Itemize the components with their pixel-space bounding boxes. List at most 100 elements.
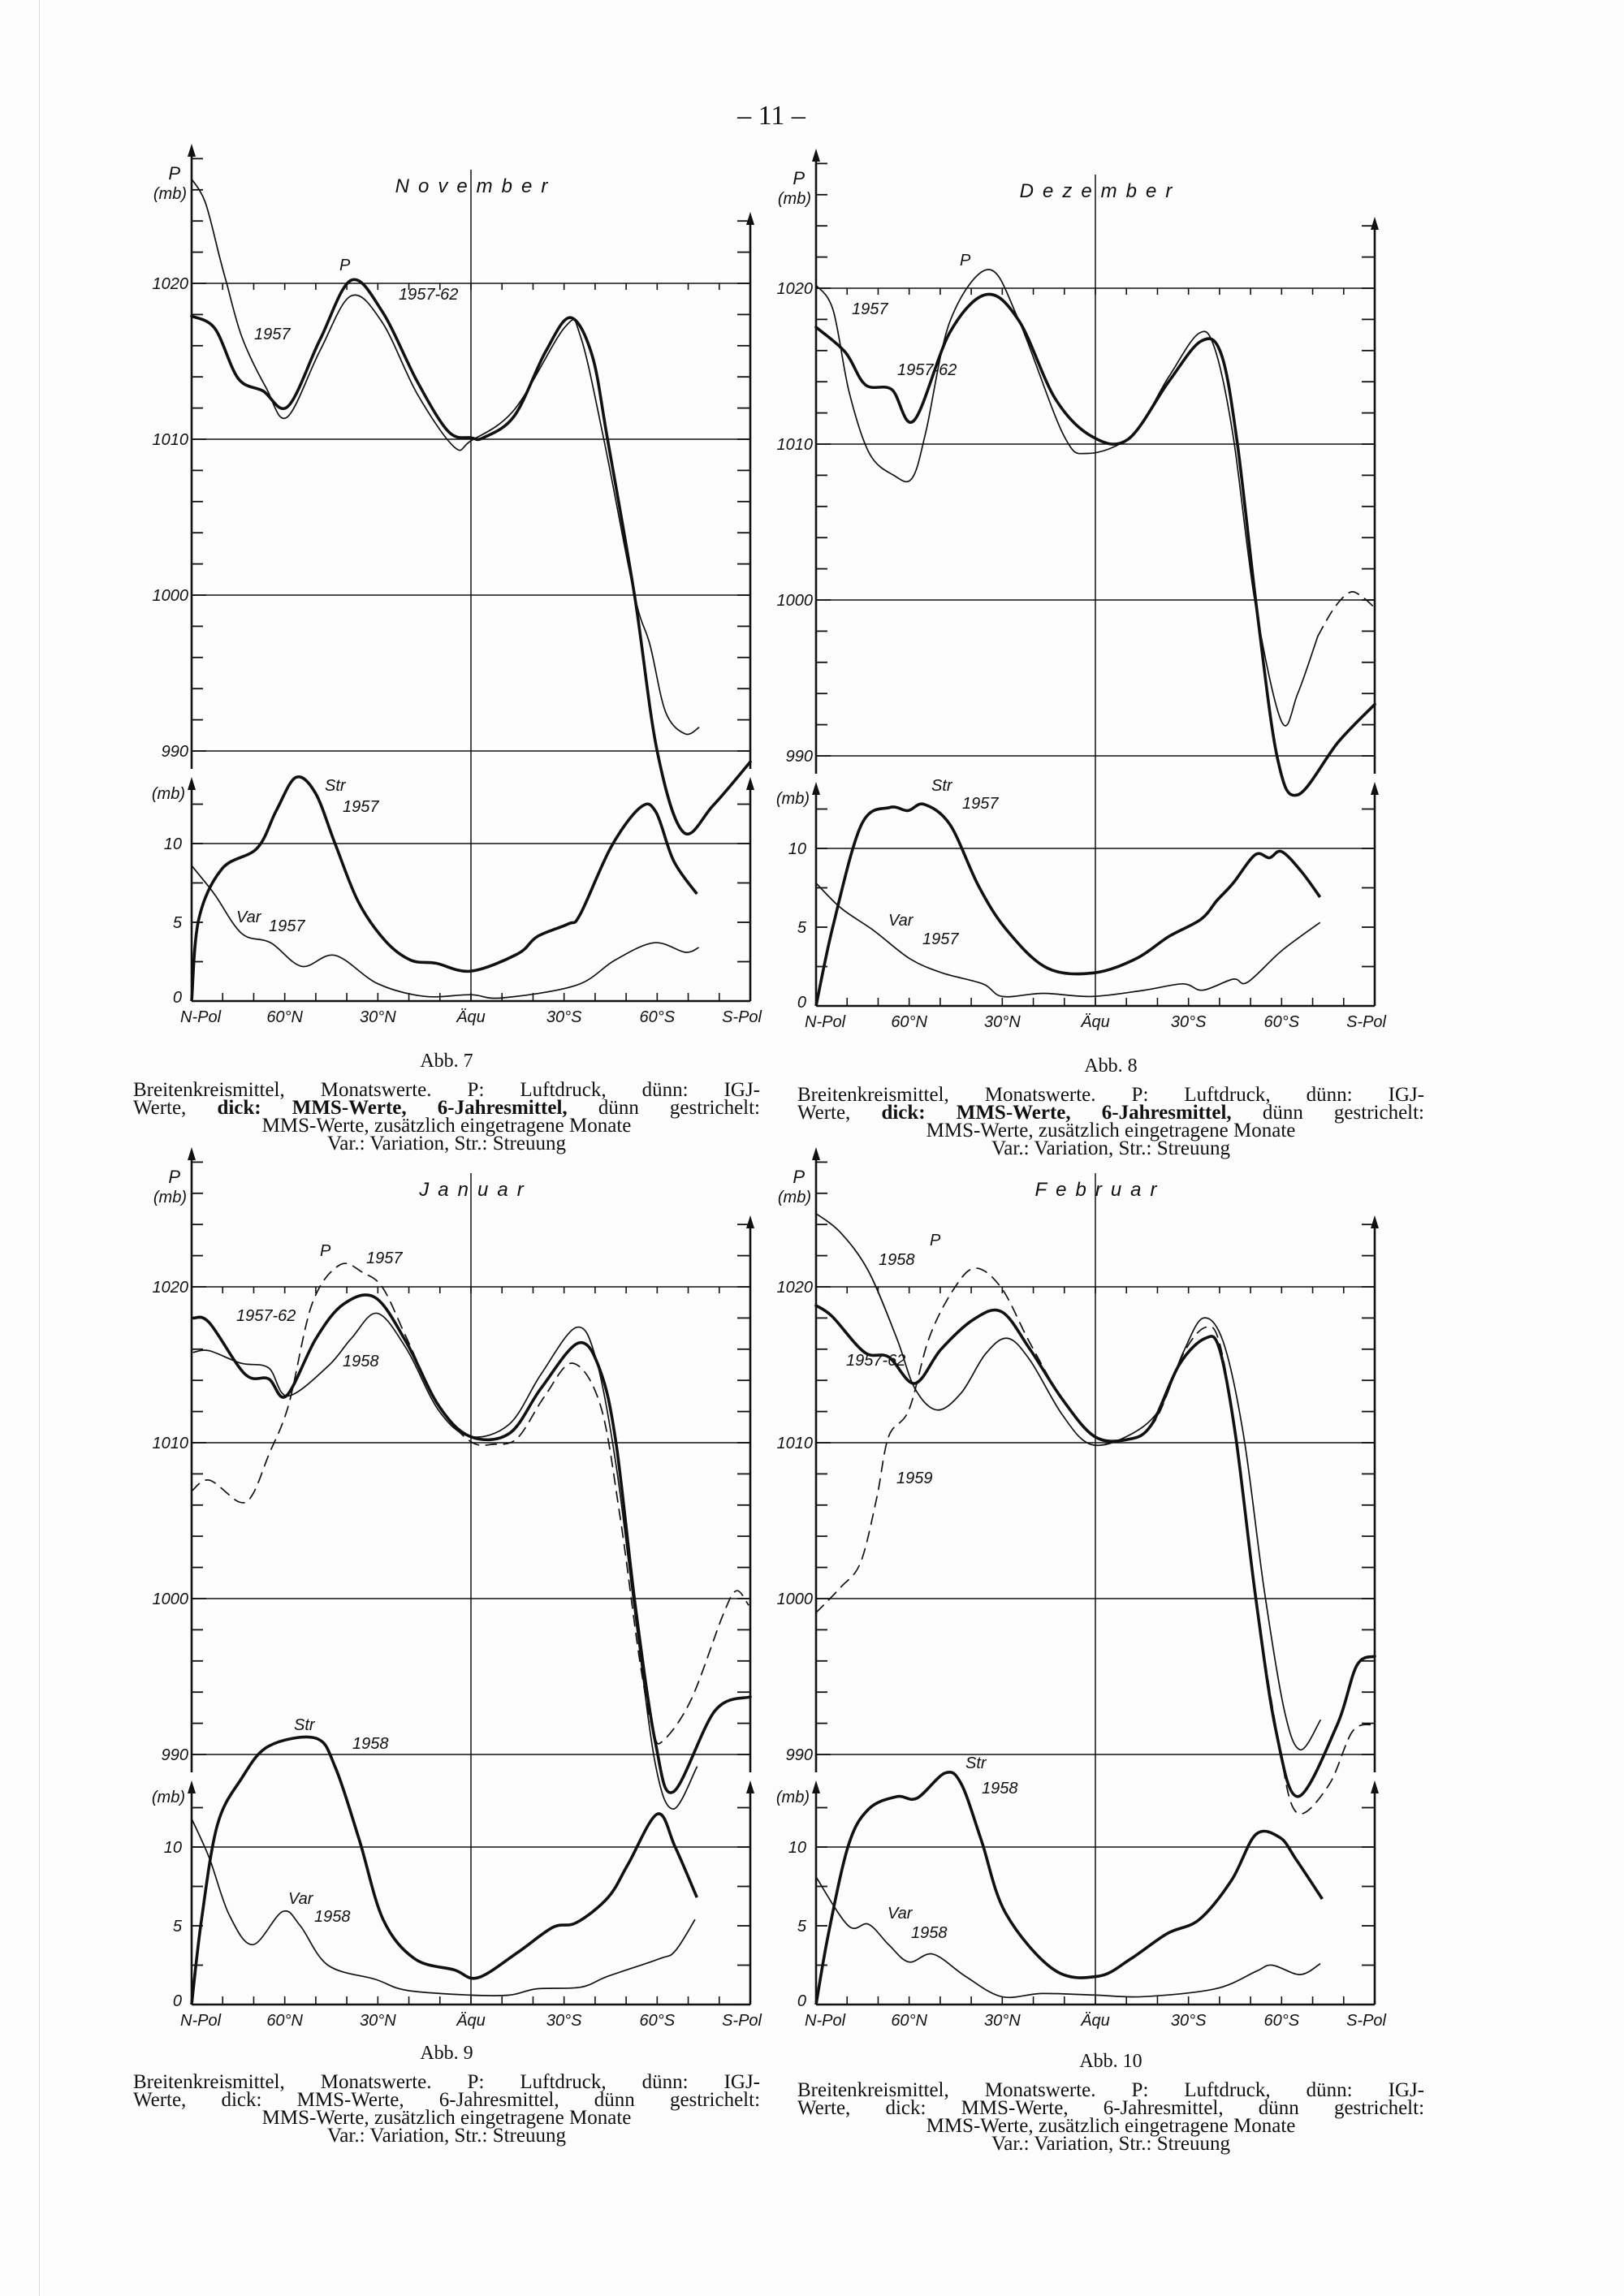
low-tick-label: 10	[164, 835, 182, 853]
curve-label: P	[930, 1232, 941, 1249]
curve-label: Str	[294, 1716, 316, 1734]
x-tick-label: Äqu	[456, 1008, 486, 1026]
pressure-series-dashed	[191, 1262, 749, 1745]
curve-label: 1958	[343, 1353, 379, 1370]
variation-series	[815, 1876, 1321, 1999]
low-tick-label: 10	[788, 840, 806, 858]
curve-label: 1958	[879, 1251, 915, 1269]
axis-arrow-icon	[746, 1215, 754, 1228]
variation-series	[191, 1818, 696, 1997]
low-tick-label: 5	[797, 919, 807, 937]
y-tick-label: 1000	[777, 592, 814, 610]
curve-label: Var	[288, 1890, 314, 1908]
caption-abb-10: Abb. 10 Breitenkreismittel, Monatswerte.…	[797, 2051, 1424, 2155]
low-tick-label: 10	[788, 1839, 806, 1857]
caption-line: Werte, dick: MMS-Werte, 6-Jahresmittel, …	[797, 2097, 1424, 2119]
x-tick-label: N-Pol	[805, 1013, 846, 1031]
figure-number: Abb. 9	[420, 2043, 473, 2064]
curve-label: Str	[965, 1754, 987, 1772]
caption-line: Breitenkreismittel, Monatswerte. P: Luft…	[797, 1084, 1424, 1106]
y-tick-label: 1010	[153, 1435, 189, 1452]
axis-arrow-icon	[812, 1780, 820, 1793]
caption-line: MMS-Werte, zusätzlich eingetragene Monat…	[926, 1120, 1296, 1142]
low-tick-label: 0	[173, 989, 182, 1007]
month-title: Januar	[418, 1179, 532, 1201]
axis-arrow-icon	[746, 212, 754, 225]
axis-arrow-icon	[1371, 1215, 1379, 1228]
caption-line: Breitenkreismittel, Monatswerte. P: Luft…	[133, 2071, 760, 2093]
unit-label: (mb)	[778, 1189, 811, 1206]
low-tick-label: 5	[173, 1918, 183, 1936]
caption-abb-9: Abb. 9 Breitenkreismittel, Monatswerte. …	[133, 2043, 760, 2147]
caption-line: Var.: Variation, Str.: Streuung	[327, 2125, 566, 2147]
x-tick-label: S-Pol	[722, 1008, 762, 1026]
axis-arrow-icon	[188, 777, 196, 790]
curve-label: 1957	[366, 1249, 403, 1267]
y-tick-label: 1020	[153, 1279, 189, 1297]
curve-label: P	[960, 252, 971, 270]
pressure-series-dashed	[1317, 591, 1376, 637]
unit-label: (mb)	[153, 185, 187, 203]
caption-text: Werte,	[133, 2089, 187, 2111]
axis-arrow-icon	[188, 144, 196, 157]
figure-number: Abb. 8	[1084, 1055, 1138, 1077]
figure-number: Abb. 7	[420, 1051, 473, 1072]
curve-label: Str	[325, 777, 347, 795]
low-unit-label: (mb)	[152, 1789, 185, 1806]
p-axis-label: P	[168, 1167, 180, 1187]
caption-line: Breitenkreismittel, Monatswerte. P: Luft…	[797, 2079, 1424, 2101]
low-unit-label: (mb)	[776, 790, 810, 808]
pressure-series-thick	[192, 1293, 752, 1794]
axis-arrow-icon	[188, 1147, 196, 1160]
axis-arrow-icon	[812, 149, 820, 162]
chart-panel-dezember: Dezember P (mb) 1020 1010 1000 990 (mb) 10 5 0N-Po…	[776, 149, 1387, 1031]
x-tick-label: 30°N	[984, 2012, 1021, 2030]
axis-arrow-icon	[746, 1780, 754, 1793]
x-tick-label: 30°N	[360, 2012, 396, 2030]
caption-line: Werte, dick: MMS-Werte, 6-Jahresmittel, …	[133, 2089, 760, 2111]
curve-label: 1958	[352, 1735, 389, 1753]
page-number: – 11 –	[737, 101, 806, 131]
low-tick-label: 10	[164, 1839, 182, 1857]
caption-text: Werte,	[797, 2097, 851, 2119]
curve-label: 1957-62	[897, 361, 957, 379]
curve-label: 1958	[314, 1908, 351, 1926]
y-tick-label: 1010	[777, 436, 814, 454]
y-tick-label: 990	[162, 743, 188, 761]
x-tick-label: 30°S	[1171, 1013, 1207, 1031]
curve-label: Var	[888, 912, 914, 930]
y-tick-label: 1010	[777, 1435, 814, 1452]
curve-label: 1958	[982, 1780, 1018, 1798]
axis-arrow-icon	[1371, 217, 1379, 230]
caption-line: Breitenkreismittel, Monatswerte. P: Luft…	[133, 1079, 760, 1101]
figure-number: Abb. 10	[1079, 2051, 1142, 2072]
unit-label: (mb)	[153, 1189, 187, 1206]
streuung-series	[190, 775, 698, 1002]
x-tick-label: Äqu	[456, 2012, 486, 2030]
x-tick-label: 30°S	[546, 2012, 582, 2030]
streuung-series	[190, 1735, 698, 2005]
x-tick-label: Äqu	[1080, 1013, 1110, 1031]
x-tick-label: 60°N	[266, 1008, 303, 1026]
caption-text: dünn gestrichelt:	[1262, 1102, 1425, 1124]
curve-label: 1957	[962, 795, 999, 813]
chart-panel-februar: Februar P (mb) 1020 1010 1000 990 (mb) 10 5 0 N-Pol…	[776, 1147, 1387, 2030]
month-title: Februar	[1034, 1179, 1165, 1201]
axis-arrow-icon	[188, 1780, 196, 1793]
curve-label: 1957	[922, 930, 959, 948]
axis-arrow-icon	[746, 777, 754, 790]
pressure-series-thin	[815, 1212, 1321, 1751]
low-unit-label: (mb)	[152, 785, 185, 803]
caption-abb-7: Abb. 7 Breitenkreismittel, Monatswerte. …	[133, 1051, 760, 1154]
caption-text: Werte,	[797, 1102, 851, 1124]
unit-label: (mb)	[778, 190, 811, 208]
y-tick-label: 1000	[153, 587, 189, 605]
month-title: Dezember	[1020, 180, 1181, 202]
axis-arrow-icon	[812, 1147, 820, 1160]
caption-text: Werte,	[133, 1097, 187, 1119]
low-tick-label: 0	[797, 1992, 806, 2010]
caption-text: dick: MMS-Werte, 6-Jahresmittel,	[221, 2089, 559, 2111]
caption-line: Var.: Variation, Str.: Streuung	[991, 2133, 1230, 2155]
